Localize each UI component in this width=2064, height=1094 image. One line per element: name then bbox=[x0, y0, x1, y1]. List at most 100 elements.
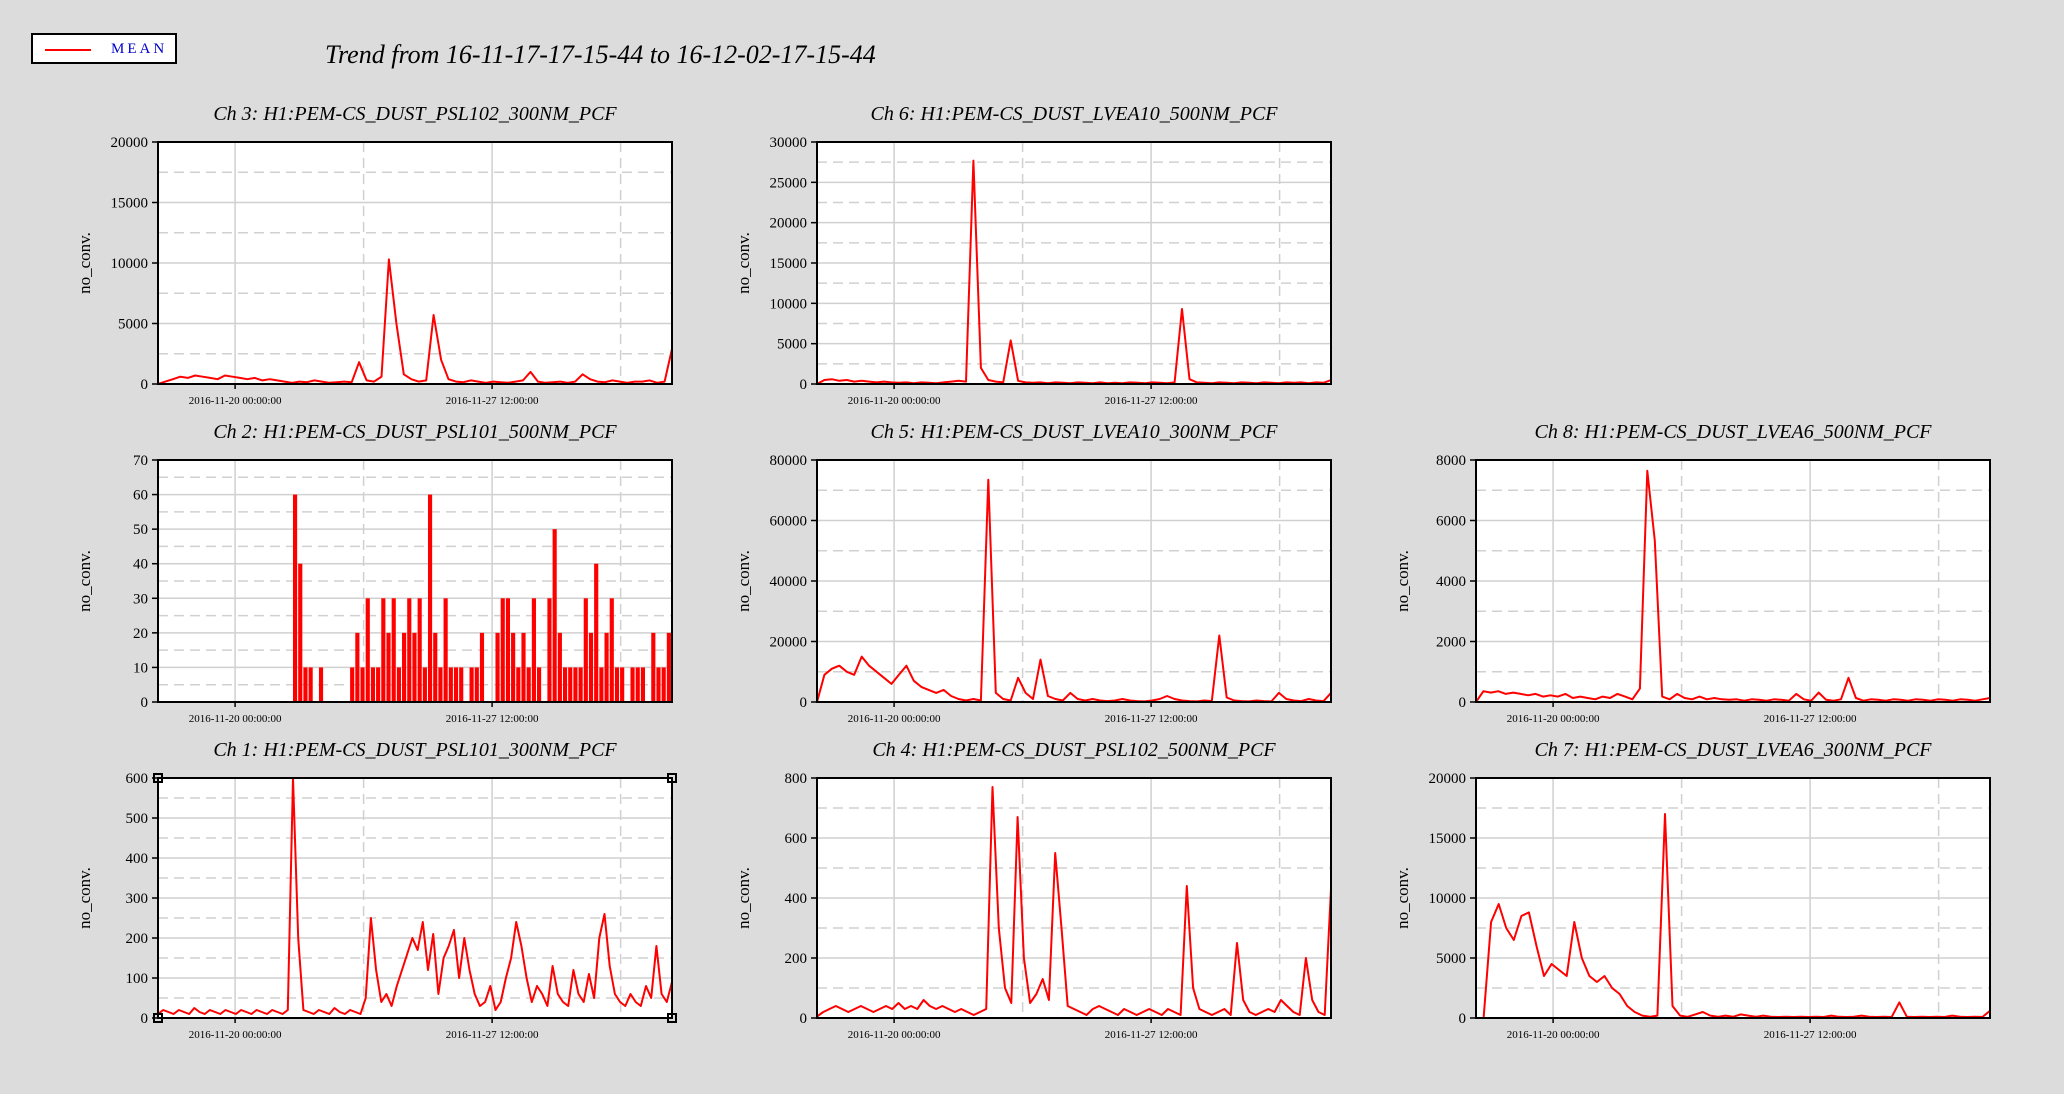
y-tick-label: 15000 bbox=[111, 196, 149, 212]
data-bar bbox=[552, 529, 557, 702]
y-tick-label: 0 bbox=[141, 1011, 149, 1027]
x-tick-label: 2016-11-20 00:00:00 bbox=[848, 1029, 941, 1041]
y-tick-label: 25000 bbox=[770, 175, 808, 191]
x-tick-label: 2016-11-27 12:00:00 bbox=[446, 395, 539, 407]
y-tick-label: 40 bbox=[133, 557, 148, 573]
y-tick-label: 15000 bbox=[1429, 831, 1467, 847]
data-bar bbox=[640, 667, 646, 702]
data-bar bbox=[594, 563, 599, 702]
data-bar bbox=[391, 598, 396, 702]
data-bar bbox=[588, 632, 594, 702]
x-tick-label: 2016-11-27 12:00:00 bbox=[1105, 395, 1198, 407]
legend-mean-swatch bbox=[45, 49, 91, 51]
data-bar bbox=[666, 632, 671, 702]
chart-5: 0 2000 4000 6000 8000 2016-11-20 00:00:00 2016… bbox=[1393, 421, 1991, 725]
y-tick-label: 800 bbox=[785, 771, 808, 787]
chart-8: 0 5000 10000 15000 20000 2016-11-20 00:00:00 2… bbox=[1393, 739, 1991, 1041]
data-bar bbox=[651, 632, 656, 702]
data-bar bbox=[495, 632, 500, 702]
y-tick-label: 30 bbox=[133, 591, 148, 607]
y-tick-label: 6000 bbox=[1436, 514, 1466, 530]
data-bar bbox=[656, 667, 661, 702]
data-bar bbox=[578, 667, 583, 702]
data-bar bbox=[568, 667, 573, 702]
data-bar bbox=[355, 632, 360, 702]
chart-1: 0 5000 10000 15000 20000 2016-11-20 00:00:00 2… bbox=[75, 103, 673, 407]
y-tick-label: 0 bbox=[141, 695, 149, 711]
data-bar bbox=[557, 632, 562, 702]
y-axis-label: no_conv. bbox=[734, 232, 753, 294]
data-bar bbox=[583, 598, 588, 702]
x-tick-label: 2016-11-20 00:00:00 bbox=[848, 395, 941, 407]
data-bar bbox=[630, 667, 635, 702]
x-tick-label: 2016-11-20 00:00:00 bbox=[1507, 1029, 1600, 1041]
data-bar bbox=[396, 667, 401, 702]
x-tick-label: 2016-11-20 00:00:00 bbox=[189, 713, 282, 725]
y-tick-label: 80000 bbox=[770, 453, 808, 469]
chart-title: Ch 2: H1:PEM-CS_DUST_PSL101_500NM_PCF bbox=[213, 421, 617, 443]
y-tick-label: 0 bbox=[800, 695, 808, 711]
y-tick-label: 300 bbox=[126, 891, 149, 907]
data-bar bbox=[370, 667, 376, 702]
data-bar bbox=[417, 598, 422, 702]
data-line bbox=[157, 258, 673, 385]
chart-title: Ch 7: H1:PEM-CS_DUST_LVEA6_300NM_PCF bbox=[1534, 739, 1932, 761]
data-bar bbox=[433, 632, 438, 702]
y-axis-label: no_conv. bbox=[734, 550, 753, 612]
y-tick-label: 20000 bbox=[1429, 771, 1467, 787]
data-line bbox=[1475, 469, 1991, 703]
data-bar bbox=[537, 667, 542, 702]
data-bar bbox=[365, 598, 370, 702]
data-bar bbox=[521, 632, 526, 702]
chart-7: 0 200 400 600 800 2016-11-20 00:00:00 2016-11-… bbox=[734, 739, 1332, 1041]
data-bar bbox=[604, 632, 609, 702]
chart-4: 0 20000 40000 60000 80000 2016-11-20 00:00:00… bbox=[734, 421, 1332, 725]
data-bar bbox=[511, 632, 516, 702]
selection-handle bbox=[153, 773, 163, 783]
y-axis-label: no_conv. bbox=[734, 867, 753, 929]
data-bar bbox=[381, 598, 386, 702]
y-axis-label: no_conv. bbox=[75, 550, 94, 612]
y-tick-label: 10000 bbox=[770, 296, 808, 312]
chart-title: Ch 8: H1:PEM-CS_DUST_LVEA6_500NM_PCF bbox=[1534, 421, 1932, 443]
data-bar bbox=[599, 667, 604, 702]
data-bar bbox=[360, 667, 365, 702]
y-tick-label: 60000 bbox=[770, 514, 808, 530]
chart-title: Ch 3: H1:PEM-CS_DUST_PSL102_300NM_PCF bbox=[213, 103, 617, 125]
data-line bbox=[1476, 813, 1991, 1019]
data-bar bbox=[573, 667, 578, 702]
y-tick-label: 200 bbox=[785, 951, 808, 967]
x-tick-label: 2016-11-20 00:00:00 bbox=[189, 395, 282, 407]
data-bar bbox=[474, 667, 479, 702]
data-bar bbox=[292, 494, 298, 702]
y-tick-label: 10000 bbox=[1429, 891, 1467, 907]
y-tick-label: 4000 bbox=[1436, 574, 1466, 590]
chart-6: 0 100 200 300 400 500 600 2016-11-20 00:00:00 20… bbox=[75, 739, 673, 1041]
x-tick-label: 2016-11-20 00:00:00 bbox=[189, 1029, 282, 1041]
data-bar bbox=[448, 667, 453, 702]
data-bar bbox=[526, 667, 531, 702]
y-tick-label: 5000 bbox=[777, 337, 807, 353]
chart-3: 0 10 20 30 40 50 60 70 2016-11-20 00:00:00 2016-1… bbox=[75, 421, 673, 725]
data-bar bbox=[376, 667, 381, 702]
y-tick-label: 20000 bbox=[770, 635, 808, 651]
data-bar bbox=[303, 667, 308, 702]
data-bar bbox=[479, 632, 485, 702]
y-tick-label: 400 bbox=[126, 851, 149, 867]
y-axis-label: no_conv. bbox=[75, 867, 94, 929]
selection-handle bbox=[153, 1013, 163, 1023]
data-bar bbox=[547, 598, 552, 702]
data-bar bbox=[620, 667, 625, 702]
y-tick-label: 600 bbox=[785, 831, 808, 847]
data-bar bbox=[459, 667, 464, 702]
y-tick-label: 30000 bbox=[770, 135, 808, 151]
y-axis-label: no_conv. bbox=[75, 232, 94, 294]
y-tick-label: 20000 bbox=[770, 216, 808, 232]
y-tick-label: 70 bbox=[133, 453, 148, 469]
y-tick-label: 0 bbox=[800, 377, 808, 393]
y-tick-label: 0 bbox=[1459, 695, 1467, 711]
y-tick-label: 50 bbox=[133, 522, 148, 538]
data-line bbox=[816, 159, 1332, 385]
data-bar bbox=[386, 632, 391, 702]
data-bar bbox=[516, 667, 521, 702]
